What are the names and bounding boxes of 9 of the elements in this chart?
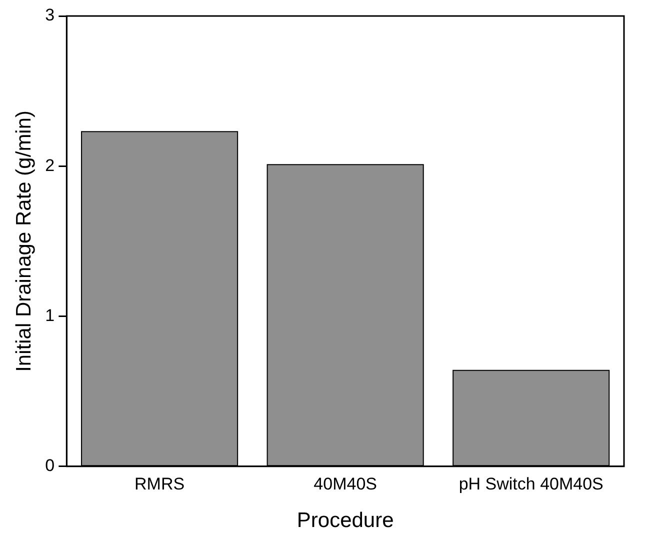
y-axis-title: Initial Drainage Rate (g/min) [12, 110, 36, 372]
x-tick-label: RMRS [134, 474, 185, 494]
x-tick-label: 40M40S [314, 474, 377, 494]
x-axis-title: Procedure [296, 509, 394, 532]
x-tick-label: pH Switch 40M40S [458, 474, 604, 494]
y-tick-label: 1 [45, 306, 55, 325]
y-tick-label: 0 [45, 456, 55, 476]
y-tick-label: 3 [45, 6, 55, 25]
y-tick-label: 2 [45, 156, 55, 175]
